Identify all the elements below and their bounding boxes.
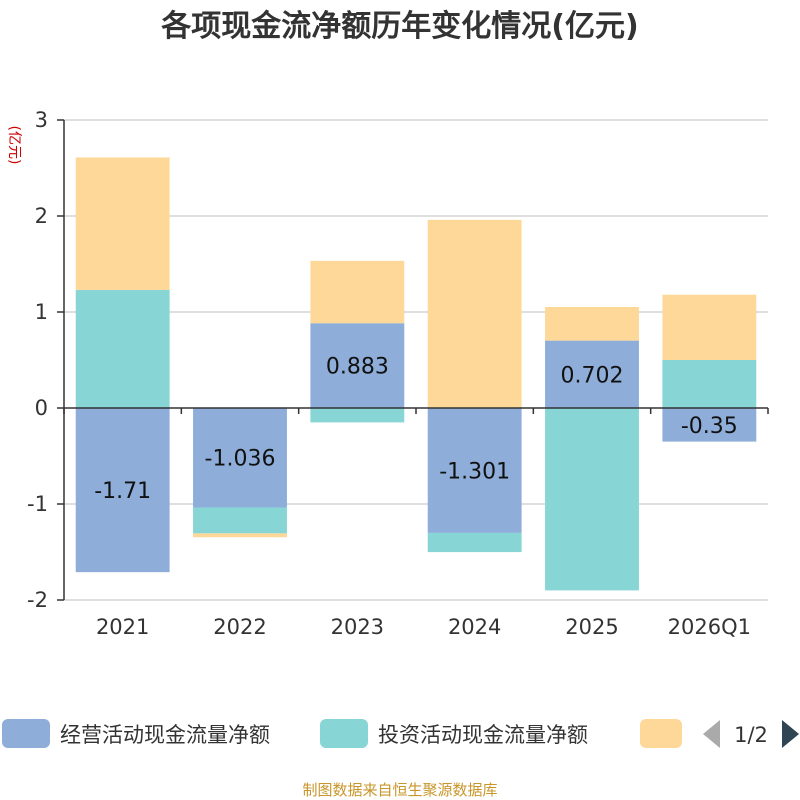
y-tick-label: 3: [35, 108, 48, 132]
bar-2023-series-2[interactable]: [310, 260, 405, 324]
y-tick-label: -1: [27, 492, 48, 516]
data-label-2022: -1.036: [205, 447, 276, 472]
y-axis-unit-label: (亿元): [6, 126, 22, 165]
bar-2026Q1-series-2[interactable]: [662, 294, 757, 360]
legend-next-page-icon[interactable]: [782, 720, 799, 748]
data-labels: -1.71 -1.036 0.883 -1.301 0.702 -0.35: [94, 355, 738, 504]
x-tick-label: 2023: [331, 615, 384, 639]
y-tick-label: 2: [35, 204, 48, 228]
data-label-2024: -1.301: [439, 459, 510, 484]
axes: -2 -1 0 1 2 3 2021 2022 2023 2024 2025 2026Q1: [27, 108, 769, 639]
x-tick-label: 2021: [96, 615, 149, 639]
legend-item-operating[interactable]: 经营活动现金流量净额: [2, 719, 270, 748]
data-label-2021: -1.71: [94, 479, 151, 504]
y-tick-label: 1: [35, 300, 48, 324]
bar-2021-series-1[interactable]: [75, 289, 170, 408]
legend-item-financing[interactable]: [640, 719, 682, 748]
data-label-2026Q1: -0.35: [681, 414, 738, 439]
legend-swatch-investing: [320, 719, 368, 748]
legend-label-investing: 投资活动现金流量净额: [378, 723, 588, 747]
x-tick-label: 2025: [565, 615, 618, 639]
chart-title: 各项现金流净额历年变化情况(亿元): [160, 9, 638, 44]
bar-2024-series-2[interactable]: [427, 219, 522, 408]
bar-2022-series-0[interactable]: [193, 408, 287, 508]
bar-2026Q1-series-1[interactable]: [662, 360, 757, 408]
bar-2022-series-2[interactable]: [193, 533, 287, 538]
legend: 经营活动现金流量净额 投资活动现金流量净额 1/2: [2, 719, 799, 748]
y-tick-label: -2: [27, 588, 48, 612]
source-note: 制图数据来自恒生聚源数据库: [302, 781, 497, 799]
bar-2023-series-0[interactable]: [310, 323, 405, 408]
y-tick-label: 0: [35, 396, 48, 420]
x-tick-label: 2026Q1: [668, 615, 751, 639]
bar-2025-series-1[interactable]: [545, 408, 639, 591]
legend-item-investing[interactable]: 投资活动现金流量净额: [320, 719, 588, 748]
x-tick-label: 2022: [213, 615, 266, 639]
bar-2022-series-1[interactable]: [193, 507, 287, 534]
bar-2021-series-2[interactable]: [75, 157, 170, 290]
data-label-2025: 0.702: [561, 363, 624, 388]
legend-prev-page-icon[interactable]: [703, 720, 720, 748]
legend-label-operating: 经营活动现金流量净额: [60, 723, 270, 747]
legend-page-indicator: 1/2: [734, 723, 768, 747]
bar-2024-series-1[interactable]: [427, 532, 522, 553]
bar-2021-series-0[interactable]: [75, 408, 170, 573]
bar-2023-series-1[interactable]: [310, 408, 405, 423]
grid-lines: [64, 119, 768, 601]
bars: [75, 157, 757, 591]
bar-2025-series-0[interactable]: [545, 340, 639, 408]
bar-2025-series-2[interactable]: [545, 307, 639, 341]
data-label-2023: 0.883: [326, 355, 389, 380]
x-tick-label: 2024: [448, 615, 501, 639]
bar-2026Q1-series-0[interactable]: [662, 408, 757, 442]
legend-swatch-operating: [2, 719, 50, 748]
legend-swatch-financing: [640, 719, 682, 748]
bar-2024-series-0[interactable]: [427, 408, 522, 533]
